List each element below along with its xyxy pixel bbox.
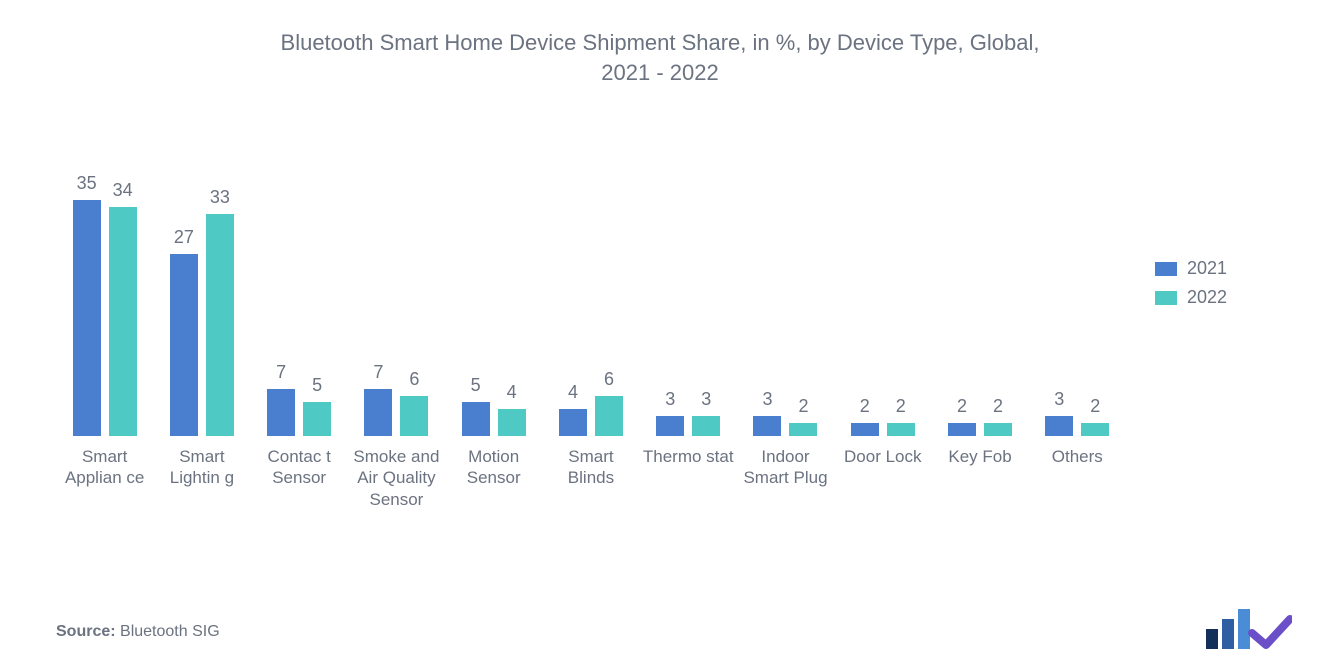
x-axis-label: Contac t Sensor bbox=[251, 440, 348, 510]
bar-2021: 3 bbox=[1045, 416, 1073, 436]
bar-value-label: 34 bbox=[113, 180, 133, 201]
bar-pair: 46 bbox=[559, 396, 623, 436]
x-axis-label: Indoor Smart Plug bbox=[737, 440, 834, 510]
bar-pair: 22 bbox=[851, 423, 915, 436]
bar-value-label: 2 bbox=[1090, 396, 1100, 417]
bar-value-label: 2 bbox=[993, 396, 1003, 417]
bar-pair: 75 bbox=[267, 389, 331, 436]
bar-pair: 2733 bbox=[170, 214, 234, 437]
source-label: Source: bbox=[56, 623, 116, 640]
bar-2021: 2 bbox=[851, 423, 879, 436]
bar-2022: 33 bbox=[206, 214, 234, 437]
x-axis-label: Smoke and Air Quality Sensor bbox=[348, 440, 445, 510]
bar-2022: 6 bbox=[595, 396, 623, 436]
x-axis-label: Key Fob bbox=[931, 440, 1028, 510]
bar-2021: 4 bbox=[559, 409, 587, 436]
bar-2021: 7 bbox=[364, 389, 392, 436]
bar-value-label: 27 bbox=[174, 227, 194, 248]
bar-pair: 22 bbox=[948, 423, 1012, 436]
bar-pair: 33 bbox=[656, 416, 720, 436]
title-line-2: 2021 - 2022 bbox=[601, 60, 718, 85]
brand-logo-icon bbox=[1206, 609, 1292, 649]
bar-value-label: 6 bbox=[604, 369, 614, 390]
bar-pair: 3534 bbox=[73, 200, 137, 436]
x-axis-labels: Smart Applian ceSmart Lightin gContac t … bbox=[56, 440, 1126, 510]
x-axis-label: Smart Lightin g bbox=[153, 440, 250, 510]
figure: Bluetooth Smart Home Device Shipment Sha… bbox=[0, 0, 1320, 665]
bar-pair: 32 bbox=[1045, 416, 1109, 436]
bar-group: 54 bbox=[445, 200, 542, 436]
bar-2022: 6 bbox=[400, 396, 428, 436]
legend-label-2022: 2022 bbox=[1187, 287, 1227, 308]
bar-value-label: 4 bbox=[507, 382, 517, 403]
bar-2022: 34 bbox=[109, 207, 137, 436]
bar-groups: 35342733757654463332222232 bbox=[56, 200, 1126, 436]
bar-pair: 32 bbox=[753, 416, 817, 436]
bar-group: 32 bbox=[737, 200, 834, 436]
bar-group: 33 bbox=[640, 200, 737, 436]
source-line: Source: Bluetooth SIG bbox=[56, 623, 220, 641]
bar-group: 2733 bbox=[153, 200, 250, 436]
bar-group: 46 bbox=[542, 200, 639, 436]
bar-group: 76 bbox=[348, 200, 445, 436]
bar-pair: 76 bbox=[364, 389, 428, 436]
legend-swatch-2021 bbox=[1155, 262, 1177, 276]
bar-value-label: 3 bbox=[762, 389, 772, 410]
x-axis-label: Smart Blinds bbox=[542, 440, 639, 510]
bar-2022: 3 bbox=[692, 416, 720, 436]
bar-value-label: 6 bbox=[409, 369, 419, 390]
bar-value-label: 7 bbox=[373, 362, 383, 383]
legend: 2021 2022 bbox=[1155, 258, 1227, 308]
x-axis-label: Smart Applian ce bbox=[56, 440, 153, 510]
bar-2022: 4 bbox=[498, 409, 526, 436]
bar-value-label: 7 bbox=[276, 362, 286, 383]
bar-2021: 5 bbox=[462, 402, 490, 436]
chart-title: Bluetooth Smart Home Device Shipment Sha… bbox=[0, 28, 1320, 87]
x-axis-label: Door Lock bbox=[834, 440, 931, 510]
bar-2022: 5 bbox=[303, 402, 331, 436]
bar-value-label: 3 bbox=[665, 389, 675, 410]
legend-item-2022: 2022 bbox=[1155, 287, 1227, 308]
bar-group: 22 bbox=[834, 200, 931, 436]
bar-group: 3534 bbox=[56, 200, 153, 436]
source-text: Bluetooth SIG bbox=[116, 623, 220, 640]
bar-2022: 2 bbox=[984, 423, 1012, 436]
plot-area: 35342733757654463332222232 bbox=[56, 200, 1126, 436]
bar-pair: 54 bbox=[462, 402, 526, 436]
bar-group: 75 bbox=[251, 200, 348, 436]
bar-2022: 2 bbox=[789, 423, 817, 436]
bar-2021: 27 bbox=[170, 254, 198, 436]
bar-group: 22 bbox=[931, 200, 1028, 436]
title-line-1: Bluetooth Smart Home Device Shipment Sha… bbox=[281, 30, 1040, 55]
legend-item-2021: 2021 bbox=[1155, 258, 1227, 279]
legend-label-2021: 2021 bbox=[1187, 258, 1227, 279]
bar-value-label: 5 bbox=[471, 375, 481, 396]
bar-value-label: 35 bbox=[77, 173, 97, 194]
bar-value-label: 2 bbox=[896, 396, 906, 417]
x-axis-label: Motion Sensor bbox=[445, 440, 542, 510]
bar-2021: 2 bbox=[948, 423, 976, 436]
bar-group: 32 bbox=[1029, 200, 1126, 436]
bar-2021: 3 bbox=[753, 416, 781, 436]
bar-value-label: 2 bbox=[860, 396, 870, 417]
bar-value-label: 3 bbox=[701, 389, 711, 410]
bar-2022: 2 bbox=[887, 423, 915, 436]
bar-value-label: 4 bbox=[568, 382, 578, 403]
bar-value-label: 5 bbox=[312, 375, 322, 396]
bar-2021: 35 bbox=[73, 200, 101, 436]
bar-value-label: 33 bbox=[210, 187, 230, 208]
bar-2021: 7 bbox=[267, 389, 295, 436]
x-axis-label: Others bbox=[1029, 440, 1126, 510]
bar-2021: 3 bbox=[656, 416, 684, 436]
bar-2022: 2 bbox=[1081, 423, 1109, 436]
legend-swatch-2022 bbox=[1155, 291, 1177, 305]
bar-value-label: 2 bbox=[798, 396, 808, 417]
bar-value-label: 3 bbox=[1054, 389, 1064, 410]
x-axis-label: Thermo stat bbox=[640, 440, 737, 510]
bar-value-label: 2 bbox=[957, 396, 967, 417]
